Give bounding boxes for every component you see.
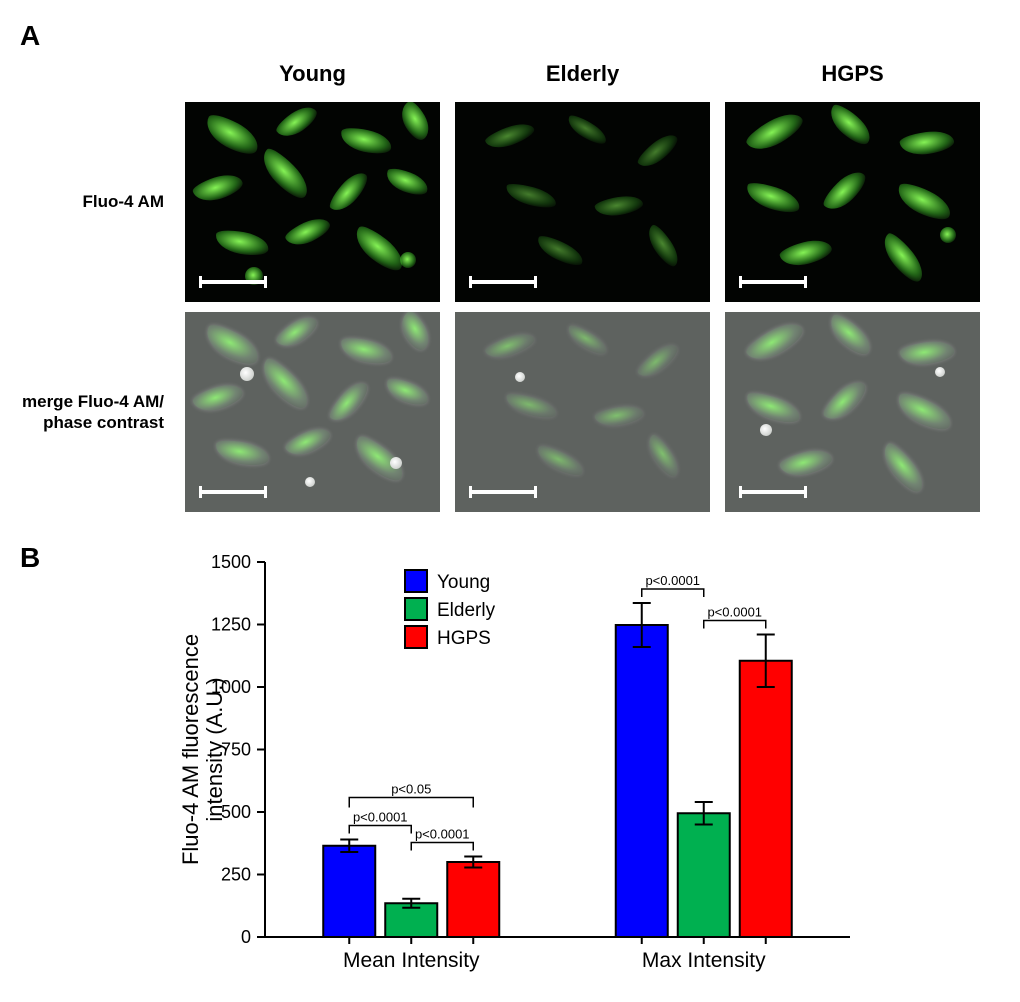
row-label-merge: merge Fluo-4 AM/ phase contrast [20, 391, 170, 434]
scalebar-icon [469, 280, 537, 284]
col-header-hgps: HGPS [725, 61, 980, 87]
svg-text:p<0.0001: p<0.0001 [645, 573, 700, 588]
scalebar-icon [469, 490, 537, 494]
legend-swatch-HGPS [405, 626, 427, 648]
panel-a-grid: Young Elderly HGPS Fluo-4 AM [20, 56, 1000, 512]
y-axis-label-line2: intensity (A.U.) [202, 677, 227, 821]
bar-chart: 0250500750100012501500Fluo-4 AM fluoresc… [170, 542, 870, 982]
legend-swatch-Young [405, 570, 427, 592]
micrograph-young-merge [185, 312, 440, 512]
scalebar-icon [739, 490, 807, 494]
micrograph-hgps-fluo [725, 102, 980, 302]
micrograph-elderly-fluo [455, 102, 710, 302]
bar-Mean-Intensity-HGPS [447, 862, 499, 937]
svg-text:p<0.0001: p<0.0001 [415, 827, 470, 842]
micrograph-young-fluo [185, 102, 440, 302]
svg-text:0: 0 [241, 927, 251, 947]
x-category-label: Mean Intensity [343, 949, 480, 972]
svg-text:p<0.0001: p<0.0001 [353, 810, 408, 825]
bar-Mean-Intensity-Young [323, 846, 375, 937]
legend-label-Young: Young [437, 572, 490, 593]
scalebar-icon [199, 280, 267, 284]
micrograph-hgps-merge [725, 312, 980, 512]
legend-swatch-Elderly [405, 598, 427, 620]
y-axis-label-line1: Fluo-4 AM fluorescence [178, 634, 203, 865]
legend-label-Elderly: Elderly [437, 600, 496, 621]
row-label-fluo: Fluo-4 AM [20, 191, 170, 212]
scalebar-icon [739, 280, 807, 284]
svg-text:1500: 1500 [211, 552, 251, 572]
x-category-label: Max Intensity [642, 949, 766, 972]
col-header-young: Young [185, 61, 440, 87]
svg-text:250: 250 [221, 865, 251, 885]
bar-Max-Intensity-Elderly [678, 813, 730, 937]
legend-label-HGPS: HGPS [437, 628, 491, 649]
col-header-elderly: Elderly [455, 61, 710, 87]
svg-text:p<0.0001: p<0.0001 [707, 605, 762, 620]
scalebar-icon [199, 490, 267, 494]
figure-root: A Young Elderly HGPS Fluo-4 AM [20, 20, 1000, 982]
bar-Max-Intensity-HGPS [740, 661, 792, 937]
panel-b-label: B [20, 542, 170, 574]
micrograph-elderly-merge [455, 312, 710, 512]
bar-chart-svg: 0250500750100012501500Fluo-4 AM fluoresc… [170, 542, 870, 982]
panel-a-label: A [20, 20, 1000, 52]
svg-text:1250: 1250 [211, 615, 251, 635]
svg-text:p<0.05: p<0.05 [391, 782, 431, 797]
bar-Max-Intensity-Young [616, 625, 668, 937]
